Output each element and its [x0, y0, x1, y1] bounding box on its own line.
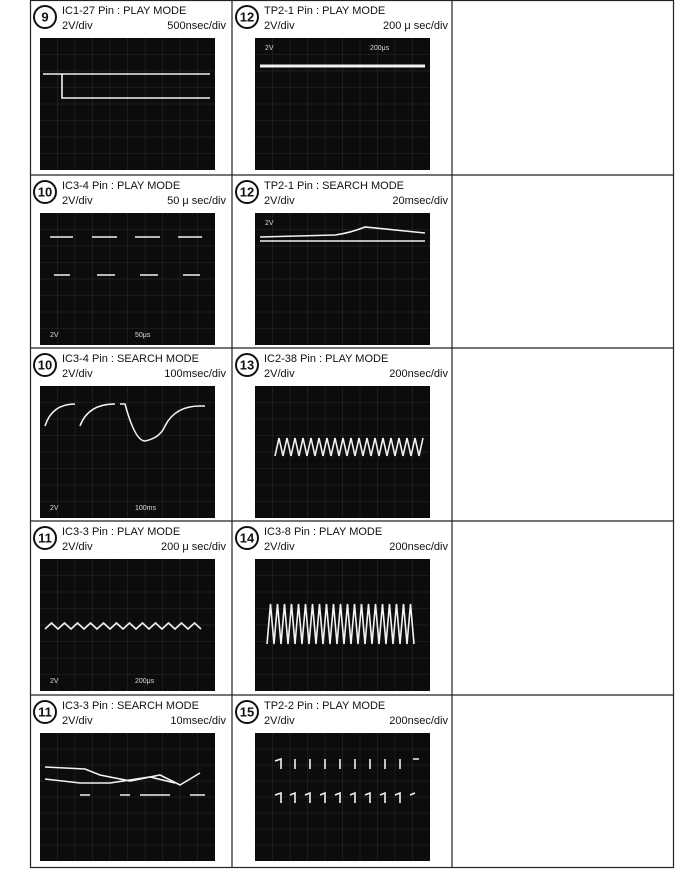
time-per-div: 200nsec/div [389, 368, 448, 380]
time-per-div: 10msec/div [170, 715, 226, 727]
waveform-cell: 14 IC3-8 Pin : PLAY MODE 2V/div 200nsec/div [235, 526, 448, 691]
time-per-div: 50 μ sec/div [167, 195, 226, 207]
waveform-cell: 11 IC3-3 Pin : PLAY MODE 2V/div 200 μ sec/d… [33, 526, 227, 691]
cell-title: TP2-1 Pin : PLAY MODE [264, 5, 385, 17]
waveform-cell: 9 IC1-27 Pin : PLAY MODE 2V/div 500nsec/div [33, 5, 226, 170]
number-circle [33, 526, 57, 550]
cell-number: 10 [38, 184, 52, 199]
waveform [259, 226, 426, 242]
waveform [43, 73, 210, 99]
number-circle [235, 526, 259, 550]
scope-label: 200μs [135, 678, 155, 685]
scope-image [255, 386, 430, 518]
scope-image: 2V 200μs [40, 559, 215, 691]
cell-number: 13 [240, 357, 254, 372]
cell-number: 15 [240, 704, 254, 719]
volts-per-div: 2V/div [62, 195, 93, 207]
volts-per-div: 2V/div [62, 541, 93, 553]
cell-number: 12 [240, 184, 254, 199]
waveform [274, 757, 419, 803]
waveform [44, 621, 202, 631]
number-circle [235, 5, 259, 29]
number-circle [33, 180, 57, 204]
waveform [44, 766, 205, 796]
cell-number: 11 [38, 530, 52, 545]
cell-title: IC3-8 Pin : PLAY MODE [264, 526, 382, 538]
waveform [50, 236, 202, 276]
scope-image [40, 733, 215, 861]
cell-title: IC3-4 Pin : SEARCH MODE [62, 353, 199, 365]
scope-image: 2V 50μs [40, 213, 215, 345]
time-per-div: 200nsec/div [389, 541, 448, 553]
number-circle [33, 700, 57, 724]
cell-number: 14 [240, 530, 255, 545]
volts-per-div: 2V/div [264, 195, 295, 207]
cell-title: IC3-3 Pin : SEARCH MODE [62, 700, 199, 712]
scope-image [255, 733, 430, 861]
scope-label: 50μs [135, 332, 151, 339]
scope-label: 200μs [370, 45, 390, 52]
scope-label: 100ms [135, 505, 157, 512]
number-circle [33, 353, 57, 377]
time-per-div: 500nsec/div [167, 20, 226, 32]
waveform-cell: 12 TP2-1 Pin : PLAY MODE 2V/div 200 μ sec/d… [235, 5, 449, 170]
waveform-cell: 10 IC3-4 Pin : SEARCH MODE 2V/div 100msec/d… [33, 353, 226, 518]
volts-per-div: 2V/div [264, 541, 295, 553]
waveform-cell: 11 IC3-3 Pin : SEARCH MODE 2V/div 10msec/di… [33, 700, 226, 861]
scope-label: 2V [50, 505, 59, 512]
cell-title: TP2-2 Pin : PLAY MODE [264, 700, 385, 712]
table-lines [29, 0, 675, 869]
cell-title: TP2-1 Pin : SEARCH MODE [264, 180, 404, 192]
time-per-div: 100msec/div [164, 368, 226, 380]
scope-label: 2V [50, 332, 59, 339]
number-circle [235, 180, 259, 204]
volts-per-div: 2V/div [62, 368, 93, 380]
scope-image: 2V 200μs [255, 38, 430, 170]
scope-label: 2V [265, 220, 274, 227]
scope-image: 2V 100ms [40, 386, 215, 518]
scope-image: 2V [255, 213, 430, 345]
scope-label: 2V [265, 45, 274, 52]
waveform [266, 603, 415, 645]
scope-label: 2V [50, 678, 59, 685]
cell-title: IC3-4 Pin : PLAY MODE [62, 180, 180, 192]
time-per-div: 200 μ sec/div [161, 541, 227, 553]
number-circle [235, 700, 259, 724]
cell-title: IC1-27 Pin : PLAY MODE [62, 5, 186, 17]
number-circle [33, 5, 57, 29]
scope-image [40, 38, 215, 170]
volts-per-div: 2V/div [264, 20, 295, 32]
cell-number: 9 [41, 9, 48, 24]
volts-per-div: 2V/div [264, 715, 295, 727]
time-per-div: 200nsec/div [389, 715, 448, 727]
cell-number: 12 [240, 9, 254, 24]
time-per-div: 20msec/div [392, 195, 448, 207]
volts-per-div: 2V/div [62, 715, 93, 727]
number-circle [235, 353, 259, 377]
cell-number: 10 [38, 357, 52, 372]
waveform-cell: 10 IC3-4 Pin : PLAY MODE 2V/div 50 μ sec/di… [33, 180, 226, 345]
waveform-cell: 15 TP2-2 Pin : PLAY MODE 2V/div 200nsec/div [235, 700, 448, 861]
time-per-div: 200 μ sec/div [383, 20, 449, 32]
waveform-cell: 13 IC2-38 Pin : PLAY MODE 2V/div 200nsec/di… [235, 353, 448, 518]
volts-per-div: 2V/div [264, 368, 295, 380]
cell-title: IC3-3 Pin : PLAY MODE [62, 526, 180, 538]
cell-title: IC2-38 Pin : PLAY MODE [264, 353, 388, 365]
volts-per-div: 2V/div [62, 20, 93, 32]
cell-number: 11 [38, 704, 52, 719]
waveform [44, 403, 205, 442]
waveform [274, 437, 424, 457]
scope-image [255, 559, 430, 691]
waveform-cell: 12 TP2-1 Pin : SEARCH MODE 2V/div 20msec/di… [235, 180, 448, 345]
